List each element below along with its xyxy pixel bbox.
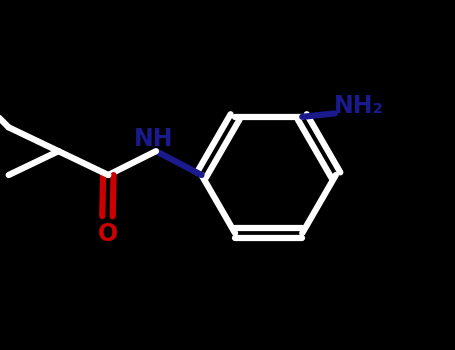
Text: O: O <box>97 222 117 246</box>
Text: NH: NH <box>134 127 174 151</box>
Text: NH₂: NH₂ <box>334 94 384 118</box>
